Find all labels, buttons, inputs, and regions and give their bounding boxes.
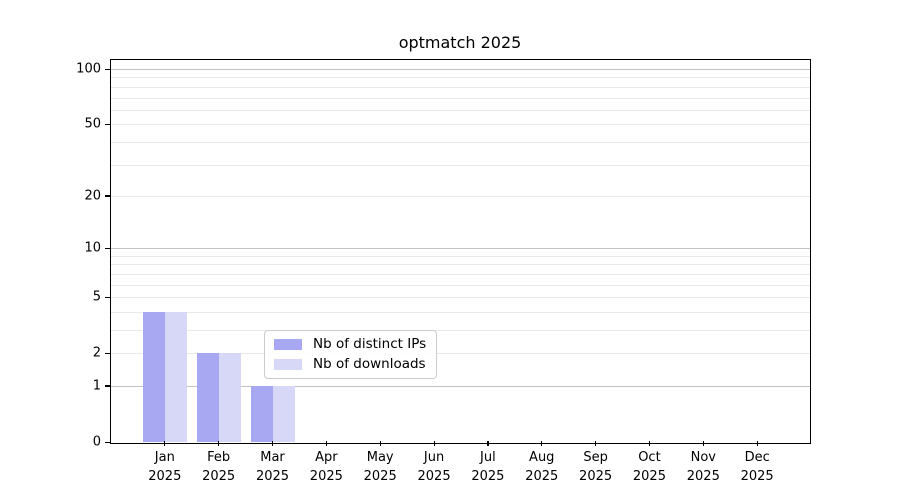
y-axis-tick xyxy=(104,68,110,70)
x-axis-tick xyxy=(325,441,328,446)
y-axis-tick xyxy=(104,352,110,354)
bar xyxy=(218,353,241,442)
major-gridline xyxy=(111,248,810,250)
bar xyxy=(250,385,273,442)
x-axis-tick xyxy=(702,441,704,446)
y-axis-tick-label: 100 xyxy=(76,61,101,77)
minor-gridline xyxy=(111,124,810,126)
minor-gridline xyxy=(111,329,810,331)
minor-gridline xyxy=(111,86,810,88)
minor-gridline xyxy=(111,311,810,313)
x-axis-tick-label: Dec 2025 xyxy=(740,450,774,484)
x-axis-tick xyxy=(541,441,543,446)
x-axis-tick-label: Nov 2025 xyxy=(686,450,720,484)
x-axis-tick xyxy=(648,441,651,446)
y-axis-tick xyxy=(104,123,110,125)
x-axis-tick-label: Apr 2025 xyxy=(309,450,343,484)
x-axis-tick-label: Feb 2025 xyxy=(202,450,236,484)
bar xyxy=(196,353,219,442)
major-gridline xyxy=(111,69,810,71)
x-axis-tick-label: Sep 2025 xyxy=(579,450,613,484)
minor-gridline xyxy=(111,264,810,266)
x-axis-tick-label: Aug 2025 xyxy=(525,450,559,484)
legend-swatch-icon xyxy=(274,359,302,370)
x-axis-tick xyxy=(595,441,597,446)
x-axis-tick xyxy=(272,441,274,446)
legend: Nb of distinct IPs Nb of downloads xyxy=(264,330,438,379)
x-axis-tick-label: Jun 2025 xyxy=(417,450,451,484)
minor-gridline xyxy=(111,353,810,355)
y-axis-tick-label: 20 xyxy=(84,188,101,204)
x-axis-tick xyxy=(756,441,758,446)
y-axis-tick-label: 50 xyxy=(84,116,101,132)
x-axis-tick-label: Jul 2025 xyxy=(471,450,505,484)
x-axis-tick xyxy=(487,441,489,446)
minor-gridline xyxy=(111,164,810,166)
chart-title: optmatch 2025 xyxy=(398,33,522,52)
x-axis-tick-label: May 2025 xyxy=(363,450,397,484)
legend-swatch-icon xyxy=(274,339,302,350)
bar xyxy=(142,311,165,442)
bar xyxy=(272,385,295,442)
y-axis-tick-label: 0 xyxy=(92,434,101,450)
x-axis-tick-label: Jan 2025 xyxy=(148,450,182,484)
minor-gridline xyxy=(111,195,810,197)
y-axis-tick xyxy=(104,296,110,298)
minor-gridline xyxy=(111,284,810,286)
minor-gridline xyxy=(111,297,810,299)
x-axis-tick xyxy=(379,441,381,446)
legend-label: Nb of downloads xyxy=(313,356,426,372)
x-axis-tick xyxy=(164,441,166,446)
x-axis-tick-label: Oct 2025 xyxy=(632,450,666,484)
minor-gridline xyxy=(111,77,810,79)
y-axis-tick xyxy=(104,247,110,249)
legend-item: Nb of downloads xyxy=(274,357,426,372)
bar xyxy=(164,311,187,442)
minor-gridline xyxy=(111,273,810,275)
y-axis-tick xyxy=(104,385,110,387)
y-axis-tick-label: 1 xyxy=(92,378,101,394)
y-axis-tick xyxy=(104,441,110,443)
minor-gridline xyxy=(111,141,810,143)
x-axis-tick xyxy=(433,441,435,446)
minor-gridline xyxy=(111,109,810,111)
major-gridline xyxy=(111,385,810,387)
y-axis-tick-label: 5 xyxy=(92,289,101,305)
legend-item: Nb of distinct IPs xyxy=(274,337,426,352)
minor-gridline xyxy=(111,97,810,99)
y-axis-tick-label: 10 xyxy=(84,240,101,256)
legend-label: Nb of distinct IPs xyxy=(313,336,427,352)
y-axis-tick-label: 2 xyxy=(92,345,101,361)
y-axis-tick xyxy=(104,195,110,197)
minor-gridline xyxy=(111,255,810,257)
plot-area: 0 1 2 5 10 20 50 100 Jan 2025 Feb 2025 Mar 2025 Apr… xyxy=(76,59,811,484)
x-axis-tick-label: Mar 2025 xyxy=(255,450,290,484)
x-axis-tick xyxy=(218,441,220,446)
